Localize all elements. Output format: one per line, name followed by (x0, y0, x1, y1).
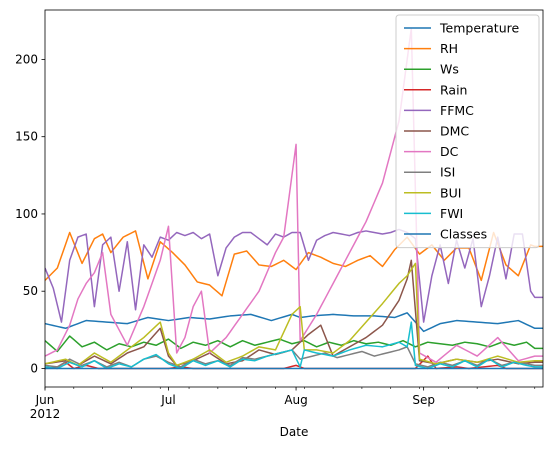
x-tick-sublabel: 2012 (30, 407, 61, 421)
legend-entry-label: Classes (440, 227, 487, 242)
series-line-ws (45, 335, 543, 353)
legend-entry-label: RH (440, 41, 458, 56)
series-lines (45, 27, 543, 370)
plot-area (45, 27, 543, 370)
legend-entry-label: DC (440, 144, 459, 159)
legend-box (395, 14, 540, 249)
x-tick-label: Jul (160, 393, 175, 407)
series-line-ffmc (45, 228, 543, 323)
legend-entry-label: FFMC (440, 103, 474, 118)
y-tick-label: 200 (15, 52, 38, 66)
x-axis-label: Date (280, 425, 309, 439)
y-tick-label: 50 (23, 284, 38, 298)
series-line-fwi (45, 321, 543, 370)
series-line-bui (45, 262, 543, 367)
legend-entry-label: Rain (440, 82, 467, 97)
x-tick-label: Sep (412, 393, 435, 407)
legend-entry-label: FWI (440, 206, 463, 221)
x-tick-label: Jun (35, 393, 55, 407)
legend: Temperature RH Ws Rain FFMC DMC DC ISI BUI FWI C… (395, 14, 540, 249)
y-tick-label: 100 (15, 207, 38, 221)
legend-entry-label: DMC (440, 124, 469, 139)
x-tick-label: Aug (284, 393, 307, 407)
y-tick-label: 0 (30, 361, 38, 375)
y-tick-label: 150 (15, 130, 38, 144)
legend-entry-label: Ws (440, 62, 459, 77)
legend-entry-label: Temperature (439, 21, 519, 36)
legend-entry-label: ISI (440, 165, 455, 180)
legend-entry-label: BUI (440, 185, 461, 200)
series-line-temperature (45, 312, 543, 333)
series-line-dc (45, 27, 543, 364)
plot-frame (44, 9, 544, 388)
